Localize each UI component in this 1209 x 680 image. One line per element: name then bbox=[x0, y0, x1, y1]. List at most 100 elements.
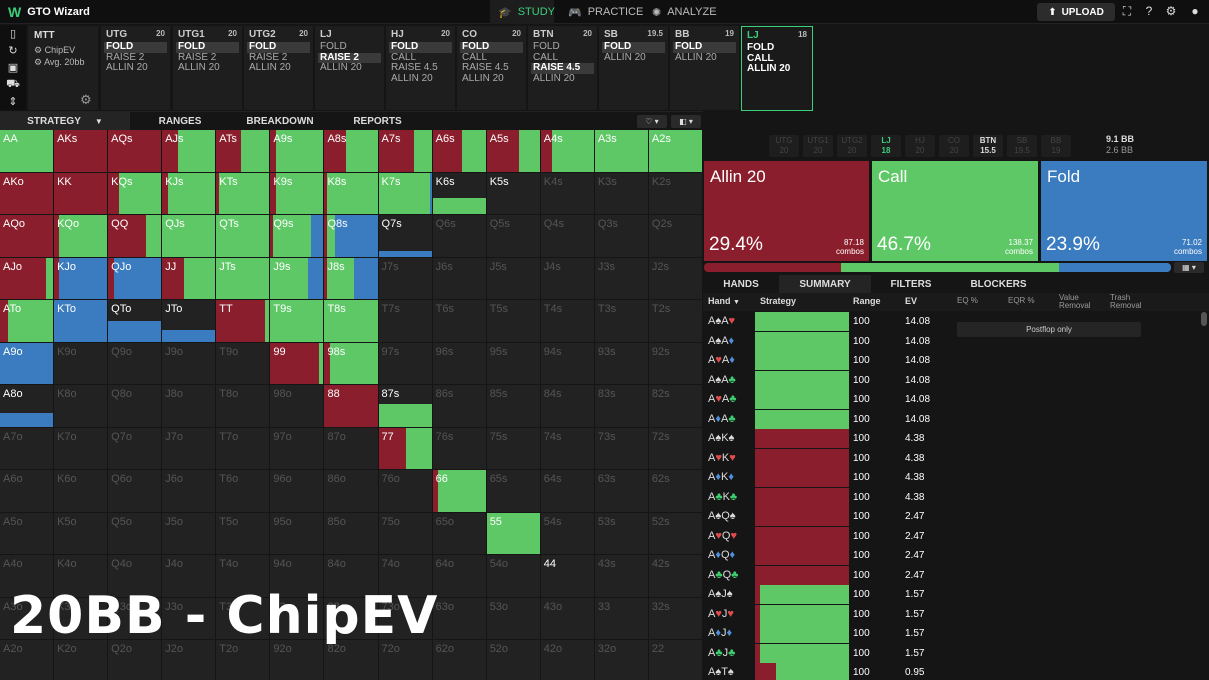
action-option[interactable]: ALLIN 20 bbox=[249, 62, 291, 73]
hand-cell-43o[interactable]: 43o bbox=[540, 597, 595, 640]
hand-cell-95o[interactable]: 95o bbox=[270, 512, 325, 555]
hand-row[interactable]: A♥A♦ 100 14.08 bbox=[703, 351, 1203, 371]
posbar-lj[interactable]: LJ 18 bbox=[871, 135, 901, 157]
hand-cell-KQs[interactable]: KQs bbox=[108, 172, 163, 215]
hand-cell-QJo[interactable]: QJo bbox=[108, 257, 163, 300]
action-option[interactable]: ALLIN 20 bbox=[747, 63, 791, 74]
hand-cell-J6o[interactable]: J6o bbox=[162, 470, 217, 513]
hand-cell-88[interactable]: 88 bbox=[324, 385, 379, 428]
hand-cell-74o[interactable]: 74o bbox=[378, 555, 433, 598]
hand-cell-62o[interactable]: 62o bbox=[432, 640, 487, 680]
hand-cell-ATo[interactable]: ATo bbox=[0, 300, 55, 343]
hand-cell-J7s[interactable]: J7s bbox=[378, 257, 433, 300]
posbar-sb[interactable]: SB 19.5 bbox=[1007, 135, 1037, 157]
action-option[interactable]: CALL bbox=[533, 51, 559, 63]
posbar-utg[interactable]: UTG 20 bbox=[769, 135, 799, 157]
action-option[interactable]: ALLIN 20 bbox=[178, 62, 220, 73]
hand-cell-42o[interactable]: 42o bbox=[540, 640, 595, 680]
hand-cell-J4s[interactable]: J4s bbox=[540, 257, 595, 300]
hand-row[interactable]: A♠J♠ 100 1.57 bbox=[703, 585, 1203, 605]
hand-cell-T3o[interactable]: T3o bbox=[216, 597, 271, 640]
action-option[interactable]: RAISE 4.5 bbox=[531, 62, 594, 74]
col-strategy[interactable]: Strategy bbox=[760, 296, 797, 306]
hand-cell-43s[interactable]: 43s bbox=[594, 555, 649, 598]
tab-summary[interactable]: SUMMARY bbox=[779, 275, 871, 293]
hand-cell-K3s[interactable]: K3s bbox=[594, 172, 649, 215]
hand-cell-76s[interactable]: 76s bbox=[432, 427, 487, 470]
hand-cell-72s[interactable]: 72s bbox=[648, 427, 703, 470]
hand-cell-K8s[interactable]: K8s bbox=[324, 172, 379, 215]
posbar-btn[interactable]: BTN 15.5 bbox=[973, 135, 1003, 157]
hand-cell-97s[interactable]: 97s bbox=[378, 342, 433, 385]
hand-cell-JJ[interactable]: JJ bbox=[162, 257, 217, 300]
help-icon[interactable]: ? bbox=[1145, 4, 1153, 18]
hand-cell-K8o[interactable]: K8o bbox=[54, 385, 109, 428]
subtab-reports[interactable]: REPORTS bbox=[330, 112, 425, 131]
hand-cell-63s[interactable]: 63s bbox=[594, 470, 649, 513]
hand-cell-J6s[interactable]: J6s bbox=[432, 257, 487, 300]
hand-cell-A9s[interactable]: A9s bbox=[270, 130, 325, 173]
action-box-allin[interactable]: Allin 20 29.4% 87.18 combos bbox=[704, 161, 869, 261]
hand-cell-T4o[interactable]: T4o bbox=[216, 555, 271, 598]
action-option[interactable]: RAISE 2 bbox=[106, 51, 145, 63]
display-toggle[interactable]: ◧ ▾ bbox=[671, 115, 701, 128]
position-card-co[interactable]: CO 20 FOLD CALL RAISE 4.5 ALLIN 20 bbox=[457, 26, 526, 110]
hand-cell-T7o[interactable]: T7o bbox=[216, 427, 271, 470]
action-option[interactable]: FOLD bbox=[389, 41, 452, 53]
hand-cell-85o[interactable]: 85o bbox=[324, 512, 379, 555]
action-box-call[interactable]: Call 46.7% 138.37 combos bbox=[872, 161, 1038, 261]
hand-cell-Q7s[interactable]: Q7s bbox=[378, 215, 433, 258]
hand-cell-33[interactable]: 33 bbox=[594, 597, 649, 640]
reset-icon[interactable]: ↻ bbox=[8, 45, 18, 57]
col-ev[interactable]: EV bbox=[905, 296, 918, 306]
hand-cell-Q5o[interactable]: Q5o bbox=[108, 512, 163, 555]
action-option[interactable]: RAISE 4.5 bbox=[391, 62, 438, 73]
hand-cell-J9o[interactable]: J9o bbox=[162, 342, 217, 385]
col-range[interactable]: Range bbox=[853, 296, 881, 306]
position-card-sb[interactable]: SB 19.5 FOLD ALLIN 20 bbox=[599, 26, 668, 110]
hand-cell-Q8s[interactable]: Q8s bbox=[324, 215, 379, 258]
hand-cell-T3s[interactable]: T3s bbox=[594, 300, 649, 343]
hand-cell-J2s[interactable]: J2s bbox=[648, 257, 703, 300]
hand-cell-J4o[interactable]: J4o bbox=[162, 555, 217, 598]
tab-filters[interactable]: FILTERS bbox=[871, 275, 951, 293]
hand-cell-JTs[interactable]: JTs bbox=[216, 257, 271, 300]
hand-cell-A3o[interactable]: A3o bbox=[0, 597, 55, 640]
hand-cell-85s[interactable]: 85s bbox=[486, 385, 541, 428]
hand-cell-T6o[interactable]: T6o bbox=[216, 470, 271, 513]
hand-cell-87s[interactable]: 87s bbox=[378, 385, 433, 428]
hand-cell-32o[interactable]: 32o bbox=[594, 640, 649, 680]
fullscreen-icon[interactable]: ⛶ bbox=[1122, 3, 1132, 18]
hand-cell-K4o[interactable]: K4o bbox=[54, 555, 109, 598]
hand-cell-AKs[interactable]: AKs bbox=[54, 130, 109, 173]
action-option[interactable]: FOLD bbox=[673, 41, 736, 53]
position-card-btn[interactable]: BTN 20 FOLD CALL RAISE 4.5 ALLIN 20 bbox=[528, 26, 597, 110]
hand-cell-T9s[interactable]: T9s bbox=[270, 300, 325, 343]
hand-cell-95s[interactable]: 95s bbox=[486, 342, 541, 385]
save-icon[interactable]: ▣ bbox=[7, 62, 19, 74]
hand-cell-J3s[interactable]: J3s bbox=[594, 257, 649, 300]
hand-cell-73s[interactable]: 73s bbox=[594, 427, 649, 470]
hand-cell-T5s[interactable]: T5s bbox=[486, 300, 541, 343]
hand-cell-A2s[interactable]: A2s bbox=[648, 130, 703, 173]
hand-cell-T2s[interactable]: T2s bbox=[648, 300, 703, 343]
hand-cell-QTo[interactable]: QTo bbox=[108, 300, 163, 343]
hand-cell-92o[interactable]: 92o bbox=[270, 640, 325, 680]
action-option[interactable]: FOLD bbox=[602, 41, 665, 53]
hand-cell-Q8o[interactable]: Q8o bbox=[108, 385, 163, 428]
hand-cell-A3s[interactable]: A3s bbox=[594, 130, 649, 173]
hand-row[interactable]: A♦J♦ 100 1.57 bbox=[703, 624, 1203, 644]
action-option[interactable]: FOLD bbox=[320, 41, 347, 52]
hand-row[interactable]: A♥A♣ 100 14.08 bbox=[703, 390, 1203, 410]
hand-cell-A4s[interactable]: A4s bbox=[540, 130, 595, 173]
action-option[interactable]: RAISE 2 bbox=[178, 51, 217, 63]
hand-cell-AKo[interactable]: AKo bbox=[0, 172, 55, 215]
hand-cell-83s[interactable]: 83s bbox=[594, 385, 649, 428]
hand-cell-KTo[interactable]: KTo bbox=[54, 300, 109, 343]
hand-cell-K2o[interactable]: K2o bbox=[54, 640, 109, 680]
hand-cell-92s[interactable]: 92s bbox=[648, 342, 703, 385]
hand-cell-87o[interactable]: 87o bbox=[324, 427, 379, 470]
hand-cell-T2o[interactable]: T2o bbox=[216, 640, 271, 680]
hand-cell-54o[interactable]: 54o bbox=[486, 555, 541, 598]
hand-cell-A2o[interactable]: A2o bbox=[0, 640, 55, 680]
